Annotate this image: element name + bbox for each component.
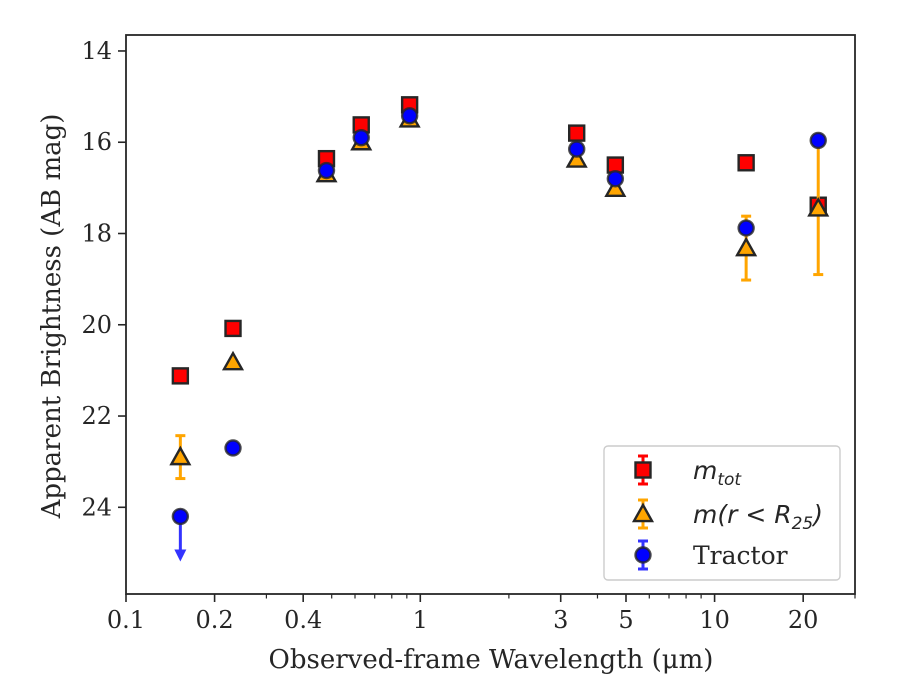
data-point-triangle — [604, 177, 627, 198]
legend-marker-triangle — [631, 502, 655, 523]
legend-label: mtot — [693, 456, 742, 490]
y-tick-label: 22 — [81, 402, 112, 430]
y-axis-label: Apparent Brightness (AB mag) — [37, 114, 67, 520]
data-point-circle — [809, 131, 827, 150]
x-axis-label: Observed-frame Wavelength (μm) — [269, 645, 714, 675]
legend: mtot m(r < R25) Tractor — [603, 445, 841, 581]
x-tick-label: 1 — [413, 606, 428, 634]
data-point-triangle — [169, 445, 192, 466]
x-tick-label: 0.4 — [284, 606, 322, 634]
y-tick-label: 24 — [81, 493, 112, 521]
x-tick-label: 20 — [788, 606, 819, 634]
plot-marks — [169, 96, 830, 562]
data-point-circle — [317, 161, 336, 180]
data-point-square — [171, 367, 190, 385]
data-point-circle — [568, 140, 586, 158]
plot-frame — [125, 34, 856, 595]
data-point-circle — [737, 219, 755, 237]
data-point-circle — [171, 507, 190, 526]
x-tick-label: 0.2 — [196, 606, 234, 634]
legend-marker-circle — [634, 546, 652, 564]
data-point-circle — [606, 170, 625, 188]
upper-limit-arrow — [174, 549, 187, 562]
legend-label: Tractor — [693, 541, 788, 570]
data-point-circle — [352, 128, 370, 147]
y-tick-label: 18 — [81, 220, 112, 248]
y-tick-label: 20 — [81, 311, 112, 339]
data-point-circle — [224, 439, 242, 457]
data-point-square — [224, 319, 242, 338]
legend-marker-square — [634, 461, 652, 479]
data-point-triangle — [565, 148, 588, 168]
data-point-circle — [400, 107, 419, 125]
data-point-square — [737, 154, 755, 172]
y-tick-label: 14 — [81, 37, 112, 65]
legend-label: m(r < R25) — [693, 500, 823, 534]
x-tick-label: 0.1 — [107, 606, 145, 634]
data-point-triangle — [735, 236, 758, 257]
data-point-triangle — [807, 196, 830, 217]
y-tick-label: 16 — [81, 128, 112, 156]
data-point-triangle — [221, 350, 245, 371]
legend-box — [603, 445, 841, 581]
x-tick-label: 5 — [618, 606, 633, 634]
x-tick-label: 3 — [553, 606, 568, 634]
x-tick-label: 10 — [699, 606, 730, 634]
axes: 0.1 0.2 0.4 1 3 5 10 20 14 16 18 20 22 24 — [81, 34, 856, 634]
data-point-square — [568, 124, 586, 142]
